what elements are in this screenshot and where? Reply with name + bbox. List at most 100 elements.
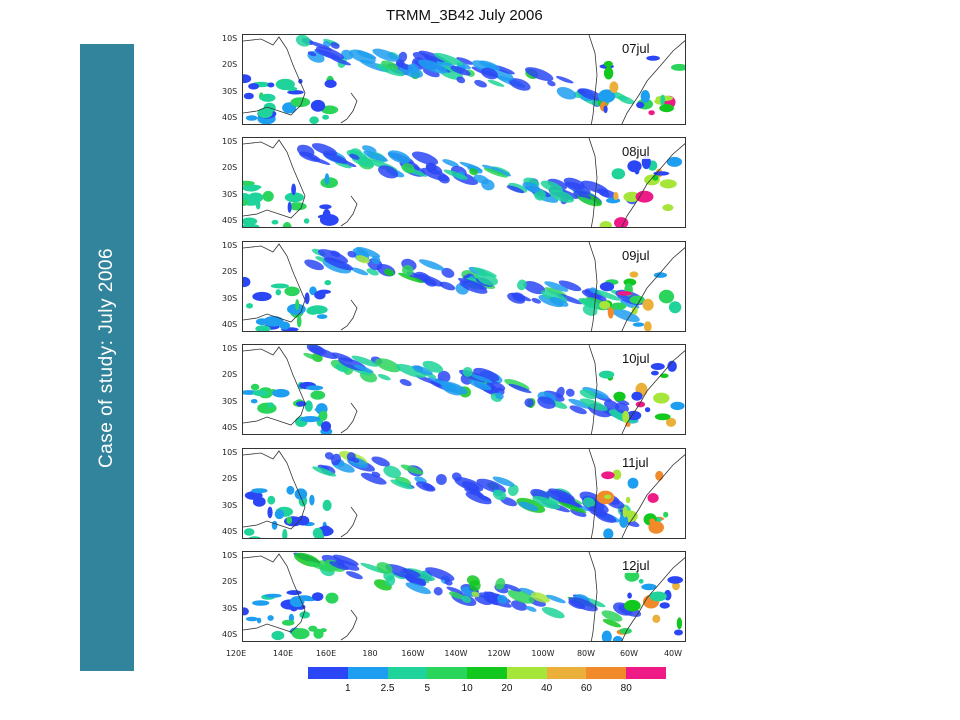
- rain-cell: [284, 192, 304, 203]
- south-america-east-coast: [621, 557, 685, 641]
- rain-cell: [668, 301, 682, 314]
- rain-cell: [523, 281, 546, 295]
- rain-cell: [676, 617, 683, 630]
- rain-cell: [248, 536, 262, 538]
- rain-cell: [308, 41, 333, 51]
- rain-cell: [244, 491, 263, 500]
- rain-cell: [267, 506, 273, 519]
- rain-cell: [287, 201, 292, 213]
- rain-cell: [578, 297, 603, 310]
- rain-cell: [257, 107, 273, 119]
- rain-cell: [260, 93, 276, 102]
- rain-cell: [599, 282, 615, 292]
- rain-cell: [654, 413, 671, 421]
- rain-cell: [437, 370, 451, 383]
- rain-cell: [632, 322, 645, 327]
- latitude-tick-label: 40S: [222, 113, 238, 122]
- rain-cell: [372, 48, 400, 62]
- rain-cell: [315, 256, 327, 262]
- rain-cell: [599, 221, 612, 227]
- rain-cell: [487, 79, 505, 87]
- latitude-tick-label: 40S: [222, 423, 238, 432]
- rain-cell: [509, 78, 531, 91]
- rain-cell: [351, 267, 369, 276]
- rain-cell: [262, 190, 274, 202]
- rain-cell: [381, 60, 399, 71]
- rain-cell: [312, 592, 324, 601]
- rain-cell: [556, 386, 565, 399]
- rain-cell: [565, 388, 575, 397]
- rain-cell: [465, 491, 492, 505]
- rain-cell: [454, 477, 484, 492]
- rain-cell: [275, 289, 282, 296]
- rain-cell: [294, 488, 308, 500]
- rain-cell: [243, 607, 249, 616]
- rain-cell: [385, 575, 396, 587]
- rain-cell: [243, 199, 248, 206]
- rain-cell: [251, 488, 268, 494]
- longitude-tick-label: 60W: [619, 649, 639, 658]
- colorbar-swatch: [626, 667, 667, 679]
- rain-cell: [291, 183, 296, 196]
- sidebar-title: Case of study: July 2006: [96, 247, 117, 468]
- rain-cell: [629, 271, 639, 278]
- rain-cell: [439, 281, 456, 291]
- rain-cell: [631, 391, 643, 401]
- rain-cell: [649, 591, 667, 602]
- longitude-tick-label: 80W: [576, 649, 596, 658]
- latitude-tick-label: 10S: [222, 241, 238, 250]
- rain-cell: [495, 578, 506, 590]
- rain-cell: [363, 150, 388, 162]
- precipitation-map: [243, 138, 685, 227]
- rain-cell: [243, 528, 255, 536]
- rain-cell: [376, 562, 393, 574]
- rain-cell: [375, 358, 401, 373]
- rain-cell: [506, 185, 525, 194]
- rain-cell: [497, 594, 508, 604]
- rain-cell: [670, 401, 685, 411]
- rain-cell: [471, 591, 480, 598]
- rain-cell: [525, 605, 537, 612]
- rain-cell: [601, 630, 612, 641]
- south-america-west-coast: [588, 35, 598, 124]
- new-zealand-coastline: [340, 402, 358, 434]
- rain-cell: [310, 99, 326, 112]
- latitude-tick-label: 20S: [222, 60, 238, 69]
- rain-cell: [255, 200, 261, 210]
- rain-cell: [296, 315, 302, 328]
- rain-cell: [319, 214, 339, 226]
- latitude-tick-label: 10S: [222, 344, 238, 353]
- longitude-tick-label: 100W: [531, 649, 555, 658]
- rain-cell: [666, 156, 683, 167]
- rain-cell: [286, 516, 293, 525]
- colorbar-tick-label: 5: [424, 683, 431, 694]
- new-zealand-coastline: [340, 299, 358, 331]
- rain-cell: [603, 66, 614, 80]
- rain-cell: [371, 456, 390, 467]
- rain-cell: [619, 628, 632, 634]
- rain-cell: [307, 51, 317, 57]
- rain-cell: [459, 280, 488, 294]
- rain-cell: [547, 80, 556, 87]
- rain-cell: [462, 366, 473, 377]
- rain-cell: [243, 74, 252, 84]
- rain-cell: [662, 204, 674, 212]
- rain-cell: [622, 506, 628, 518]
- rain-cell: [323, 152, 348, 164]
- rain-cell: [642, 298, 654, 311]
- colorbar-swatch: [347, 667, 388, 679]
- rain-cell: [417, 59, 448, 74]
- rain-cell: [325, 592, 339, 604]
- rain-cell: [385, 564, 416, 579]
- rain-cell: [612, 469, 622, 480]
- rain-cell: [599, 301, 611, 310]
- rain-cell: [650, 363, 665, 370]
- rain-cell: [476, 478, 507, 494]
- rain-cell: [651, 370, 659, 376]
- rain-cell: [345, 571, 363, 580]
- rain-cell: [285, 86, 298, 91]
- rain-cell: [267, 495, 276, 505]
- longitude-tick-label: 160W: [401, 649, 425, 658]
- rain-cell: [611, 308, 640, 323]
- rain-cell: [659, 179, 677, 189]
